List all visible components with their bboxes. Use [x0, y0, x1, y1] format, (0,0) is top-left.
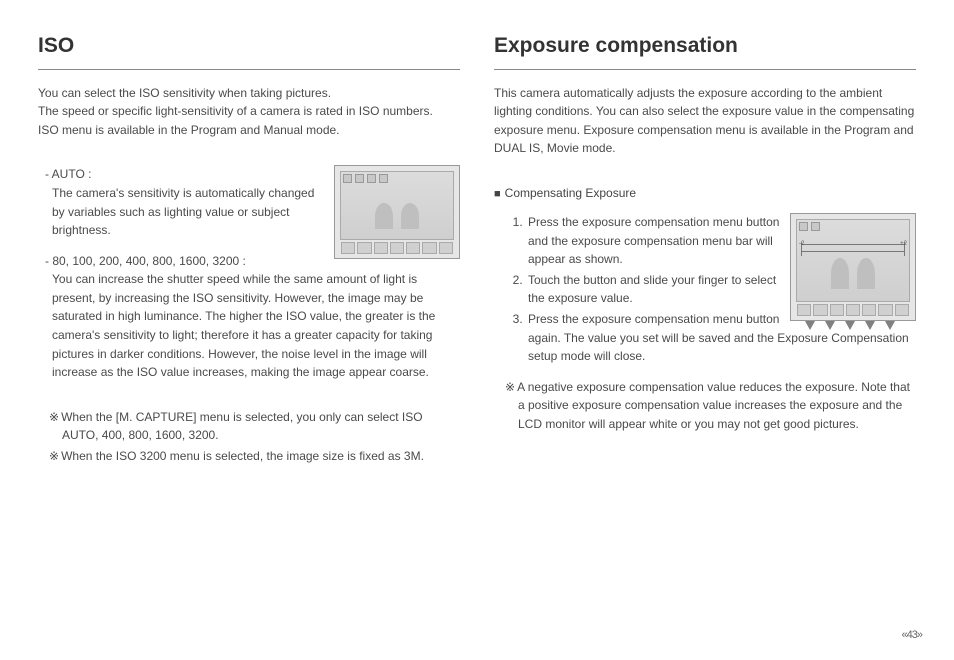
exposure-notes: ※A negative exposure compensation value … — [494, 378, 916, 434]
exposure-intro-text: This camera automatically adjusts the ex… — [494, 84, 916, 158]
arrow-icon — [845, 321, 855, 330]
iso-option-body: You can increase the shutter speed while… — [52, 270, 460, 382]
iso-note-text: When the [M. CAPTURE] menu is selected, … — [61, 410, 422, 443]
iso-intro-line: The speed or specific light-sensitivity … — [38, 102, 460, 121]
iso-note: ※When the [M. CAPTURE] menu is selected,… — [38, 408, 460, 445]
note-icon: ※ — [505, 380, 515, 394]
iso-section: ISO You can select the ISO sensitivity w… — [38, 30, 460, 468]
exposure-intro: This camera automatically adjusts the ex… — [494, 84, 916, 158]
arrow-icon — [825, 321, 835, 330]
exposure-subhead-text: Compensating Exposure — [505, 186, 636, 200]
iso-note-text: When the ISO 3200 menu is selected, the … — [61, 449, 424, 463]
arrow-icon — [865, 321, 875, 330]
exposure-section: Exposure compensation This camera automa… — [494, 30, 916, 468]
ev-max-label: +2 — [900, 240, 907, 249]
iso-notes: ※When the [M. CAPTURE] menu is selected,… — [38, 408, 460, 466]
page-number: «43» — [902, 627, 923, 644]
exposure-camera-figure: -2 +2 — [790, 213, 916, 321]
iso-option-values: - 80, 100, 200, 400, 800, 1600, 3200 : Y… — [38, 252, 460, 382]
note-icon: ※ — [49, 449, 59, 463]
page-number-value: 43 — [907, 629, 917, 641]
iso-intro-line: You can select the ISO sensitivity when … — [38, 84, 460, 103]
exposure-note: ※A negative exposure compensation value … — [494, 378, 916, 434]
iso-heading: ISO — [38, 30, 460, 70]
exposure-body: -2 +2 Press the exposure compensation me… — [494, 213, 916, 368]
exposure-subhead: ■ Compensating Exposure — [494, 184, 916, 203]
iso-note: ※When the ISO 3200 menu is selected, the… — [38, 447, 460, 466]
iso-camera-figure — [334, 165, 460, 259]
iso-body: - AUTO : The camera's sensitivity is aut… — [38, 165, 460, 394]
note-icon: ※ — [49, 410, 59, 424]
exposure-note-text: A negative exposure compensation value r… — [517, 380, 910, 431]
iso-intro: You can select the ISO sensitivity when … — [38, 84, 460, 140]
bullet-icon: ■ — [494, 188, 501, 200]
arrow-icon — [805, 321, 815, 330]
exposure-heading: Exposure compensation — [494, 30, 916, 70]
iso-intro-line: ISO menu is available in the Program and… — [38, 121, 460, 140]
ev-min-label: -2 — [799, 240, 804, 249]
arrow-icon — [885, 321, 895, 330]
